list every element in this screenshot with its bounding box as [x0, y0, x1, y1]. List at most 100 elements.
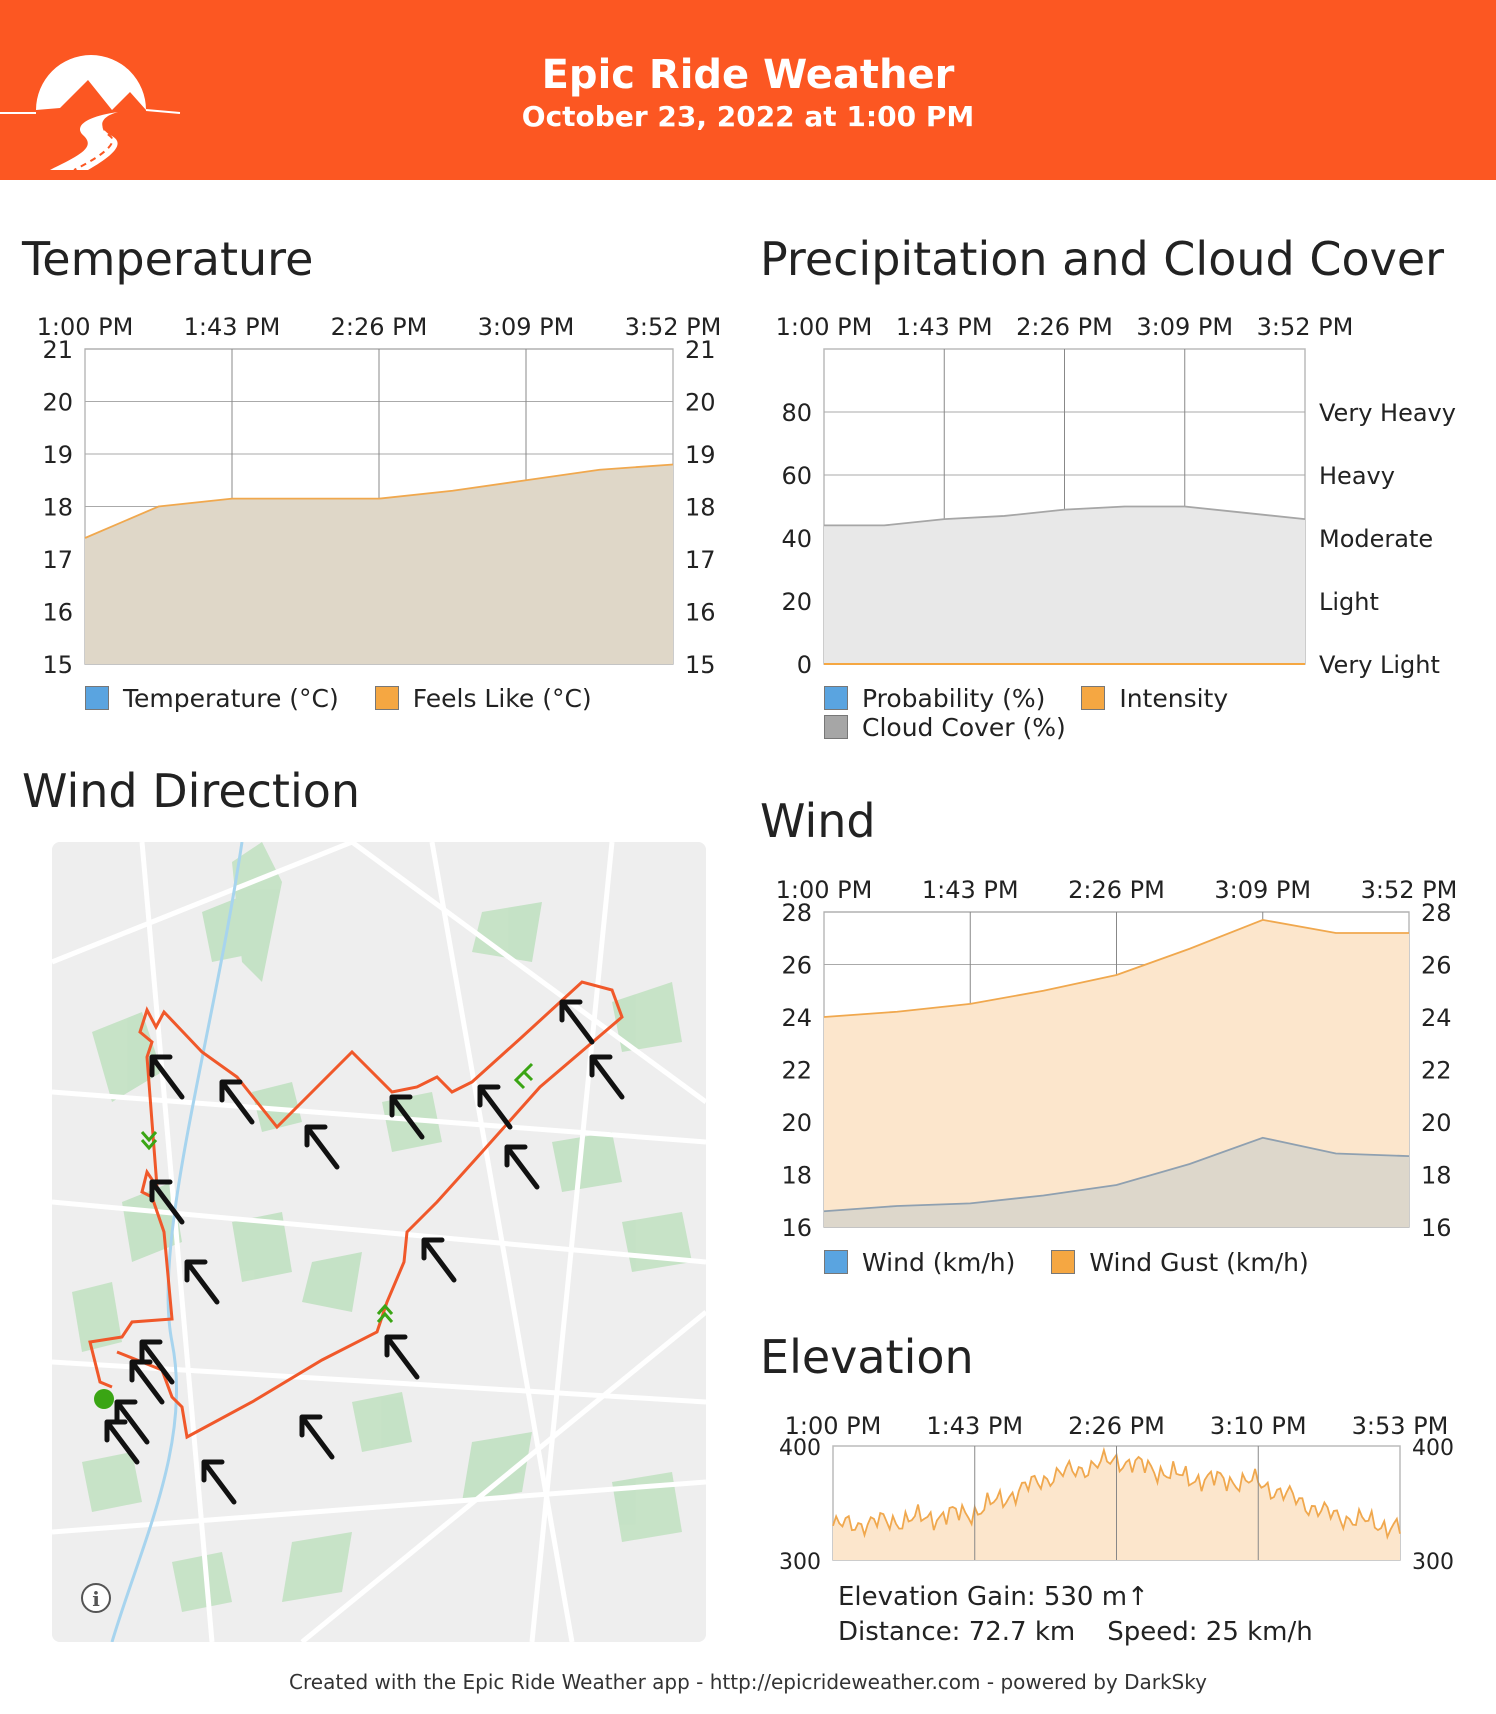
wind-arrow-icon [139, 1339, 175, 1385]
series-area [824, 506, 1305, 664]
x-tick-label: 3:52 PM [1361, 876, 1458, 904]
series-line [832, 1446, 1401, 1541]
y-tick-label: 17 [42, 546, 73, 574]
y-tick-label: 16 [781, 1214, 812, 1242]
route-direction-chevrons [140, 1062, 534, 1323]
y-tick-label: 400 [779, 1436, 821, 1461]
legend-item-wind: Wind (km/h) [824, 1248, 1015, 1277]
legend-label: Wind Gust (km/h) [1089, 1248, 1309, 1277]
series-line [824, 505, 1306, 527]
speed: Speed: 25 km/h [1107, 1617, 1313, 1647]
wind-arrows [104, 999, 625, 1505]
plot-area [84, 348, 674, 665]
y-tick-label-right: 300 [1412, 1550, 1454, 1575]
map-canvas: i [52, 842, 706, 1642]
precip-legend: Probability (%) Intensity Cloud Cover (%… [824, 684, 1284, 742]
wind-arrow-icon [201, 1459, 237, 1505]
x-tick-label: 3:52 PM [1257, 313, 1354, 341]
legend-swatch [824, 1250, 848, 1274]
river [110, 842, 244, 1642]
temperature-title: Temperature [22, 232, 314, 286]
y-tick-label: 20 [781, 588, 812, 616]
plot-area [832, 1445, 1401, 1561]
distance-speed-row: Distance: 72.7 km Speed: 25 km/h [838, 1615, 1313, 1650]
intensity-label: Moderate [1319, 525, 1433, 553]
y-tick-label-right: 28 [1421, 899, 1452, 927]
app-title: Epic Ride Weather [541, 52, 955, 98]
x-tick-label: 1:43 PM [926, 1412, 1023, 1440]
plot-area [823, 348, 1306, 665]
legend-label: Probability (%) [862, 684, 1046, 713]
series-area [824, 919, 1409, 1227]
header-bar: Epic Ride Weather October 23, 2022 at 1:… [0, 0, 1496, 180]
y-tick-label: 24 [781, 1004, 812, 1032]
wind-arrow-icon [299, 1414, 335, 1460]
y-tick-label: 28 [781, 899, 812, 927]
series-area [833, 1450, 1400, 1560]
y-tick-label-right: 19 [685, 441, 716, 469]
x-tick-label: 1:43 PM [184, 313, 281, 341]
wind-arrow-icon [559, 999, 595, 1045]
y-tick-label-right: 24 [1421, 1004, 1452, 1032]
series-area [85, 464, 673, 664]
wind-arrow-icon [104, 1419, 140, 1465]
distance: Distance: 72.7 km [838, 1617, 1076, 1647]
x-tick-label: 2:26 PM [331, 313, 428, 341]
y-tick-label: 20 [42, 389, 73, 417]
intensity-label: Heavy [1319, 462, 1395, 490]
x-tick-label: 1:00 PM [776, 313, 873, 341]
wind-arrow-icon [114, 1399, 150, 1445]
wind-arrow-icon [304, 1124, 340, 1170]
app-logo-icon [0, 55, 181, 170]
legend-item-temperature: Temperature (°C) [85, 684, 339, 713]
y-tick-label: 0 [797, 651, 812, 679]
wind-direction-map[interactable]: i [52, 842, 706, 1642]
legend-item-intensity: Intensity [1081, 684, 1228, 713]
legend-swatch [374, 686, 399, 710]
elevation-gain: Elevation Gain: 530 m↑ [838, 1582, 1149, 1612]
x-tick-label: 3:09 PM [1136, 313, 1233, 341]
y-tick-label-right: 18 [685, 494, 716, 522]
legend-label: Temperature (°C) [123, 684, 339, 713]
intensity-label: Light [1319, 588, 1379, 616]
wind-arrow-icon [477, 1084, 513, 1130]
x-tick-label: 1:00 PM [776, 876, 873, 904]
legend-label: Cloud Cover (%) [862, 713, 1066, 742]
x-tick-label: 3:53 PM [1352, 1412, 1449, 1440]
intensity-label: Very Heavy [1319, 399, 1456, 427]
temperature-legend: Temperature (°C) Feels Like (°C) [85, 684, 620, 713]
y-tick-label-right: 22 [1421, 1057, 1452, 1085]
wind-arrow-icon [129, 1359, 165, 1405]
series-line [823, 1136, 1410, 1213]
wind-direction-title: Wind Direction [22, 764, 361, 818]
intensity-label: Very Light [1319, 651, 1440, 679]
x-tick-label: 1:00 PM [37, 313, 134, 341]
legend-item-probability: Probability (%) [824, 684, 1045, 713]
y-tick-label-right: 400 [1412, 1436, 1454, 1461]
series-area [824, 1137, 1409, 1227]
wind-arrow-icon [504, 1144, 540, 1190]
ride-stats: Elevation Gain: 530 m↑ Distance: 72.7 km… [838, 1580, 1313, 1650]
y-tick-label: 26 [781, 952, 812, 980]
legend-swatch [824, 715, 848, 739]
y-tick-label-right: 17 [685, 546, 716, 574]
info-icon[interactable]: i [81, 1583, 111, 1613]
y-tick-label: 40 [781, 525, 812, 553]
x-tick-label: 3:52 PM [625, 313, 722, 341]
wind-arrow-icon [389, 1094, 425, 1140]
legend-label: Intensity [1119, 684, 1229, 713]
legend-item-wind-gust: Wind Gust (km/h) [1051, 1248, 1309, 1277]
wind-arrow-icon [149, 1179, 185, 1225]
legend-label: Wind (km/h) [862, 1248, 1016, 1277]
wind-arrow-icon [219, 1079, 255, 1125]
y-tick-label-right: 15 [685, 651, 716, 679]
wind-arrow-icon [421, 1237, 457, 1283]
ride-datetime: October 23, 2022 at 1:00 PM [521, 100, 975, 133]
y-tick-label: 15 [42, 651, 73, 679]
legend-swatch [85, 686, 109, 710]
y-tick-label-right: 21 [685, 336, 716, 364]
elevation-title: Elevation [760, 1330, 974, 1384]
wind-arrow-icon [384, 1334, 420, 1380]
precip-title: Precipitation and Cloud Cover [760, 232, 1445, 286]
series-line [823, 918, 1409, 1018]
